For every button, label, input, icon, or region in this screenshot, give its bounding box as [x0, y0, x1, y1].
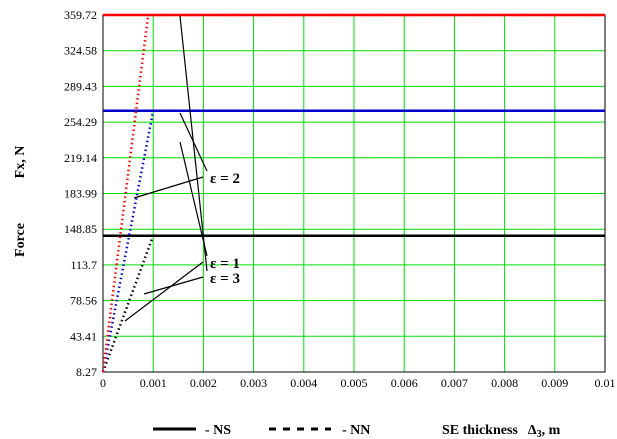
- callout-leader-top: [179, 112, 208, 172]
- callout-leader-top: [179, 15, 208, 272]
- x-tick-labels: 0 0.001 0.002 0.003 0.004 0.005 0.006 0.007 0.00…: [100, 376, 616, 390]
- y-tick-label: 219.14: [64, 151, 97, 165]
- x-tick-label: 0.003: [240, 376, 267, 390]
- y-tick-label: 183.99: [64, 187, 97, 201]
- eps-label-1: ε = 1: [210, 256, 240, 272]
- x-tick-label: 0.009: [541, 376, 568, 390]
- y-tick-label: 8.27: [76, 365, 97, 379]
- x-axis-sub: 3: [537, 429, 542, 439]
- y-tick-label: 43.41: [70, 329, 97, 343]
- y-tick-label: 78.56: [70, 294, 97, 308]
- x-tick-label: 0.002: [190, 376, 217, 390]
- callout-leader: [133, 176, 204, 199]
- x-tick-label: 0.005: [341, 376, 368, 390]
- x-tick-label: 0.008: [491, 376, 518, 390]
- x-axis-delta: Δ: [528, 423, 537, 438]
- y-axis-label-force: Force: [13, 223, 28, 257]
- callout-leader-top: [179, 141, 208, 257]
- x-axis-unit: , m: [542, 423, 561, 438]
- nn-line-eps-1: [101, 234, 605, 373]
- y-tick-label: 113.7: [70, 258, 97, 272]
- grid: [102, 14, 606, 373]
- y-tick-label: 148.85: [64, 222, 97, 236]
- legend-nn-label: - NN: [342, 423, 370, 438]
- x-tick-label: 0.01: [595, 376, 616, 390]
- x-axis-label-text: SE thickness: [442, 423, 518, 438]
- x-tick-label: 0.006: [391, 376, 418, 390]
- y-tick-label: 289.43: [64, 79, 97, 93]
- x-tick-label: 0.004: [290, 376, 317, 390]
- callout-leader: [124, 261, 204, 322]
- callout-leader: [143, 276, 204, 295]
- eps-label-3: ε = 3: [210, 271, 240, 287]
- x-tick-label: 0: [100, 376, 106, 390]
- y-tick-label: 324.58: [64, 44, 97, 58]
- y-axis-label-fx: Fx, N: [13, 146, 28, 179]
- nn-line-eps-2: [101, 109, 605, 373]
- y-tick-label: 254.29: [64, 115, 97, 129]
- x-axis-label: SE thickness Δ3, m: [442, 423, 561, 439]
- eps-label-2: ε = 2: [210, 171, 240, 187]
- legend-ns-label: - NS: [205, 423, 231, 438]
- y-tick-labels: 8.27 43.41 78.56 113.7 148.85 183.99 219.14 254…: [64, 8, 97, 379]
- x-tick-label: 0.007: [441, 376, 468, 390]
- nn-lines: [101, 13, 605, 373]
- annotations: ε = 3 ε = 2 ε = 1: [124, 15, 240, 322]
- x-tick-label: 0.001: [140, 376, 167, 390]
- y-tick-label: 359.72: [64, 8, 97, 22]
